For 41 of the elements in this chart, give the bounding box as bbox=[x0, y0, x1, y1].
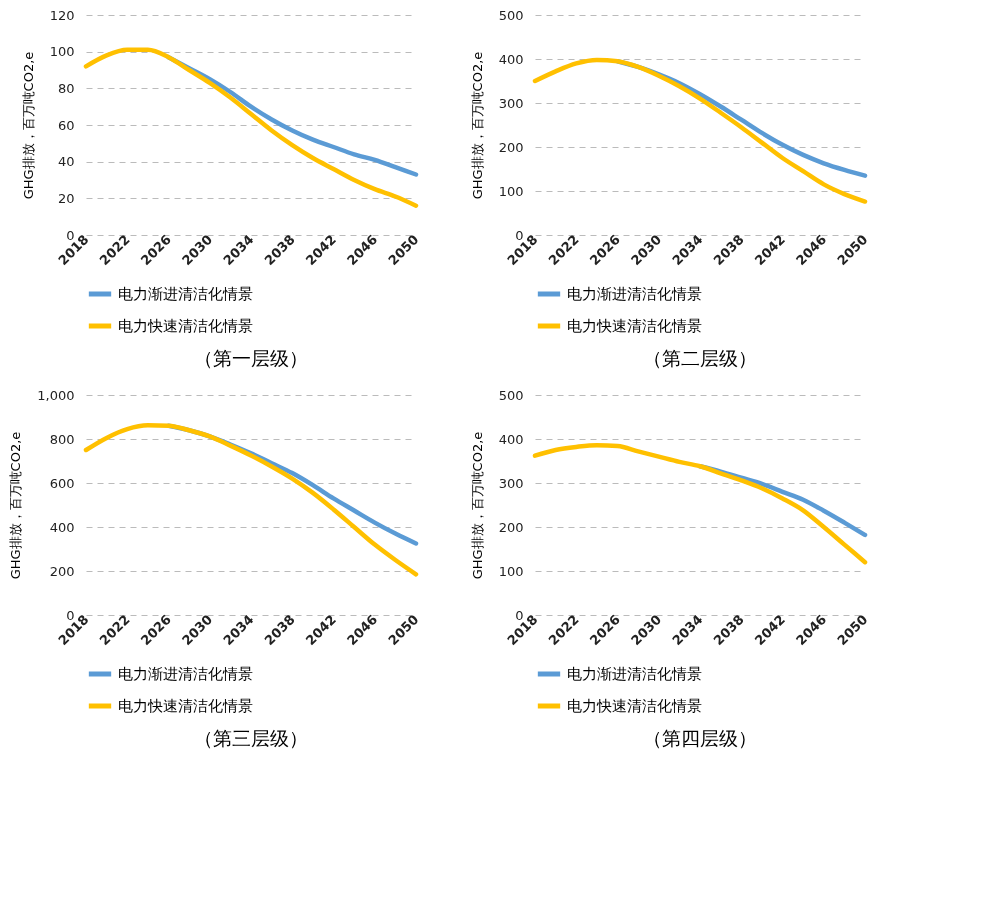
legend-label: 电力渐进清洁化情景 bbox=[567, 285, 702, 303]
y-tick-label: 100 bbox=[49, 44, 75, 60]
y-tick-label: 300 bbox=[498, 475, 524, 491]
line-series bbox=[83, 423, 419, 577]
y-tick-label: 100 bbox=[498, 183, 524, 199]
y-tick-label: 400 bbox=[498, 431, 524, 447]
y-axis-title: GHG排放，百万吨CO2,e bbox=[8, 431, 24, 580]
y-tick-label: 500 bbox=[498, 7, 524, 23]
y-tick-label: 800 bbox=[49, 431, 75, 447]
y-tick-label: 600 bbox=[49, 475, 75, 491]
y-tick-label: 60 bbox=[57, 117, 75, 133]
y-tick-label: 1,000 bbox=[37, 387, 75, 403]
y-tick-label: 20 bbox=[57, 190, 75, 206]
y-tick-label: 120 bbox=[49, 7, 75, 23]
text: （第三层级） bbox=[194, 727, 308, 749]
text: （第二层级） bbox=[643, 347, 757, 369]
legend-label: 电力渐进清洁化情景 bbox=[567, 665, 702, 683]
y-tick-label: 300 bbox=[498, 95, 524, 111]
text: （第四层级） bbox=[643, 727, 757, 749]
line-series bbox=[532, 57, 868, 204]
y-tick-label: 500 bbox=[498, 387, 524, 403]
y-tick-label: 200 bbox=[49, 563, 75, 579]
legend-label: 电力快速清洁化情景 bbox=[118, 697, 253, 715]
line-series bbox=[532, 442, 868, 565]
y-tick-label: 80 bbox=[57, 80, 75, 96]
legend-label: 电力渐进清洁化情景 bbox=[118, 665, 253, 683]
y-tick-label: 200 bbox=[498, 519, 524, 535]
legend-label: 电力快速清洁化情景 bbox=[567, 317, 702, 335]
text: （第一层级） bbox=[194, 347, 308, 369]
y-tick-label: 400 bbox=[498, 51, 524, 67]
legend-label: 电力快速清洁化情景 bbox=[118, 317, 253, 335]
legend-label: 电力快速清洁化情景 bbox=[567, 697, 702, 715]
y-axis-title: GHG排放，百万吨CO2,e bbox=[20, 51, 36, 200]
y-tick-label: 200 bbox=[498, 139, 524, 155]
legend-label: 电力渐进清洁化情景 bbox=[118, 285, 253, 303]
y-axis-title: GHG排放，百万吨CO2,e bbox=[469, 431, 485, 580]
y-tick-label: 40 bbox=[57, 154, 75, 170]
y-tick-label: 100 bbox=[498, 563, 524, 579]
line-series bbox=[83, 47, 419, 208]
y-axis-title: GHG排放，百万吨CO2,e bbox=[469, 51, 485, 200]
y-tick-label: 400 bbox=[49, 519, 75, 535]
